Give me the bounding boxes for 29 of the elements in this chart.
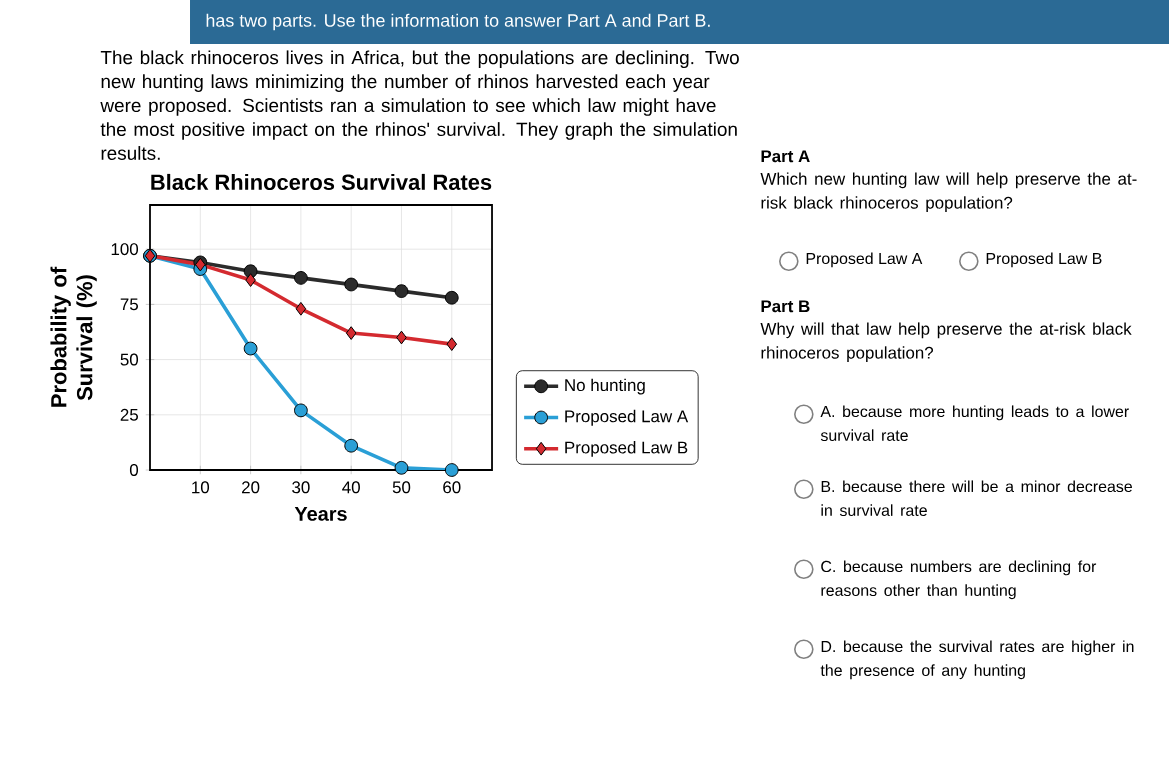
legend-label: No hunting [565, 378, 645, 395]
text: Part B [761, 300, 810, 313]
x-tick-label: 10 [192, 481, 210, 494]
text: Proposed Law B [986, 252, 1102, 268]
text: Which new hunting law will help preserve the at-risk black rhinoceros population? [760, 172, 1137, 213]
text: has two parts. Use the information to answer Part A and Part B. [206, 13, 710, 31]
x-tick-label: 60 [443, 481, 461, 494]
y-axis-title: Probability of Survival (%) [50, 266, 97, 407]
text: A. because more hunting leads to a lower survival rate [820, 405, 1129, 442]
x-axis-title: Years [294, 506, 347, 521]
y-tick-label: 75 [120, 298, 139, 311]
x-tick-label: 20 [242, 481, 260, 494]
chart-title: Black Rhinoceros Survival Rates [151, 173, 492, 190]
x-tick-label: 40 [342, 481, 360, 494]
text: Proposed Law A [806, 252, 923, 268]
text: The black rhinoceros lives in Africa, but the populations are declining. Two new hunting laws minimizing the number of rhinos harvested each year were proposed. Scientists ran a simulation to see which law might have the most positive impact on the rhinos' survival. They graph the simulation results. [100, 50, 739, 160]
legend-label: Proposed Law B [565, 441, 688, 457]
text: C. because numbers are declining for reasons other than hunting [821, 560, 1097, 600]
x-tick-label: 30 [292, 481, 310, 494]
y-tick-label: 0 [129, 464, 139, 476]
text: D. because the survival rates are higher in the presence of any hunting [820, 640, 1134, 680]
text: Part A [761, 150, 810, 163]
text: B. because there will be a minor decrease in survival rate [821, 480, 1132, 517]
y-tick-label: 50 [120, 353, 139, 366]
x-tick-label: 50 [392, 481, 411, 494]
legend-label: Proposed Law A [565, 409, 689, 426]
y-tick-label: 100 [111, 243, 139, 256]
y-tick-label: 25 [120, 408, 139, 421]
text: Why will that law help preserve the at-risk black rhinoceros population? [760, 322, 1132, 363]
